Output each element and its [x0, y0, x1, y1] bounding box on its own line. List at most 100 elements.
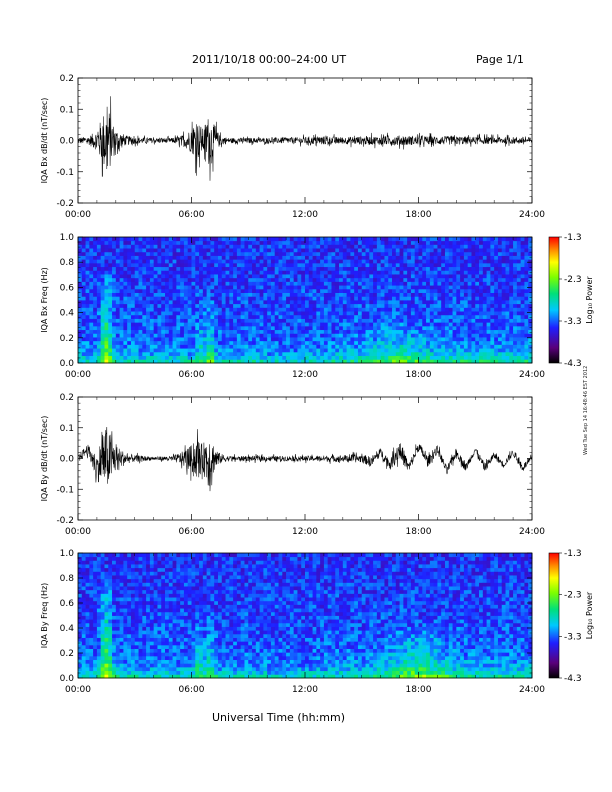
spectrogram-cell	[168, 259, 173, 264]
spectrogram-cell	[331, 262, 336, 268]
spectrogram-cell	[259, 259, 264, 264]
spectrogram-cell	[380, 340, 385, 345]
spectrogram-cell	[100, 251, 105, 256]
spectrogram-cell	[270, 359, 276, 364]
spectrogram-cell	[463, 281, 469, 286]
spectrogram-cell	[244, 355, 249, 360]
spectrogram-cell	[274, 270, 279, 275]
spectrogram-cell	[422, 318, 427, 323]
spectrogram-cell	[350, 355, 355, 360]
spectrogram-cell	[380, 255, 385, 260]
spectrogram-cell	[93, 589, 98, 594]
spectrogram-cell	[172, 314, 177, 319]
spectrogram-cell	[127, 262, 132, 268]
spectrogram-cell	[376, 296, 382, 301]
spectrogram-cell	[448, 248, 453, 253]
spectrogram-cell	[168, 359, 173, 364]
spectrogram-cell	[509, 251, 514, 256]
spectrogram-cell	[81, 648, 86, 653]
spectrogram-cell	[407, 288, 412, 293]
spectrogram-cell	[410, 251, 416, 256]
spectrogram-cell	[384, 244, 389, 249]
spectrogram-cell	[127, 251, 132, 256]
spectrogram-cell	[422, 266, 427, 271]
spectrogram-cell	[414, 333, 419, 338]
spectrogram-cell	[437, 281, 442, 286]
spectrogram-cell	[161, 259, 166, 264]
spectrogram-cell	[384, 329, 389, 334]
spectrogram-cell	[176, 314, 181, 319]
spectrogram-cell	[130, 567, 136, 572]
spectrogram-cell	[233, 240, 238, 245]
spectrogram-cell	[180, 311, 185, 316]
spectrogram-cell	[259, 300, 264, 305]
spectrogram-cell	[96, 359, 102, 364]
spectrogram-cell	[399, 351, 404, 356]
spectrogram-cell	[316, 277, 321, 282]
spectrogram-cell	[369, 255, 374, 260]
spectrogram-cell	[320, 348, 325, 353]
spectrogram-cell	[524, 333, 529, 338]
spectrogram-cell	[441, 285, 446, 290]
spectrogram-cell	[327, 333, 332, 338]
spectrogram-cell	[267, 244, 272, 249]
spectrogram-cell	[369, 248, 374, 253]
spectrogram-cell	[134, 597, 139, 602]
spectrogram-cell	[301, 325, 306, 331]
spectrogram-cell	[259, 292, 264, 297]
spectrogram-cell	[187, 318, 192, 323]
spectrogram-cell	[93, 553, 98, 558]
spectrogram-cell	[115, 659, 121, 664]
spectrogram-cell	[153, 259, 158, 264]
spectrogram-cell	[142, 340, 147, 345]
spectrogram-cell	[293, 262, 298, 268]
spectrogram-cell	[85, 270, 90, 275]
spectrogram-cell	[112, 630, 117, 635]
spectrogram-cell	[127, 337, 132, 342]
spectrogram-cell	[501, 251, 506, 256]
spectrogram-cell	[388, 244, 393, 249]
spectrogram-cell	[426, 307, 431, 312]
spectrogram-cell	[183, 266, 189, 271]
spectrogram-cell	[252, 237, 257, 242]
spectrogram-cell	[183, 303, 189, 308]
spectrogram-cell	[482, 355, 487, 360]
spectrogram-cell	[252, 285, 257, 290]
spectrogram-cell	[259, 355, 264, 360]
spectrogram-cell	[96, 248, 102, 253]
spectrogram-cell	[384, 303, 389, 308]
spectrogram-cell	[146, 262, 151, 268]
spectrogram-cell	[202, 255, 208, 260]
spectrogram-cell	[263, 325, 268, 331]
spectrogram-cell	[108, 567, 113, 572]
spectrogram-cell	[479, 240, 484, 245]
spectrogram-cell	[142, 270, 147, 275]
spectrogram-cell	[278, 262, 283, 268]
spectrogram-cell	[289, 322, 295, 327]
spectrogram-cell	[127, 325, 132, 331]
spectrogram-cell	[199, 311, 204, 316]
spectrogram-cell	[452, 348, 457, 353]
spectrogram-cell	[346, 237, 351, 242]
spectrogram-cell	[528, 307, 533, 312]
spectrogram-cell	[202, 337, 208, 342]
spectrogram-cell	[267, 314, 272, 319]
spectrogram-cell	[509, 355, 514, 360]
spectrogram-cell	[278, 307, 283, 312]
spectrogram-cell	[119, 240, 124, 245]
spectrogram-cell	[81, 237, 86, 242]
spectrogram-cell	[497, 262, 503, 268]
spectrogram-cell	[252, 318, 257, 323]
spectrogram-cell	[441, 325, 446, 331]
spectrogram-cell	[81, 244, 86, 249]
spectrogram-cell	[320, 262, 325, 268]
spectrogram-cell	[183, 348, 189, 353]
spectrogram-cell	[199, 351, 204, 356]
spectrogram-cell	[452, 248, 457, 253]
spectrogram-cell	[365, 244, 370, 249]
spectrogram-cell	[388, 333, 393, 338]
spectrogram-cell	[119, 277, 124, 282]
spectrogram-cell	[289, 277, 295, 282]
spectrogram-cell	[229, 266, 234, 271]
spectrogram-cell	[85, 277, 90, 282]
